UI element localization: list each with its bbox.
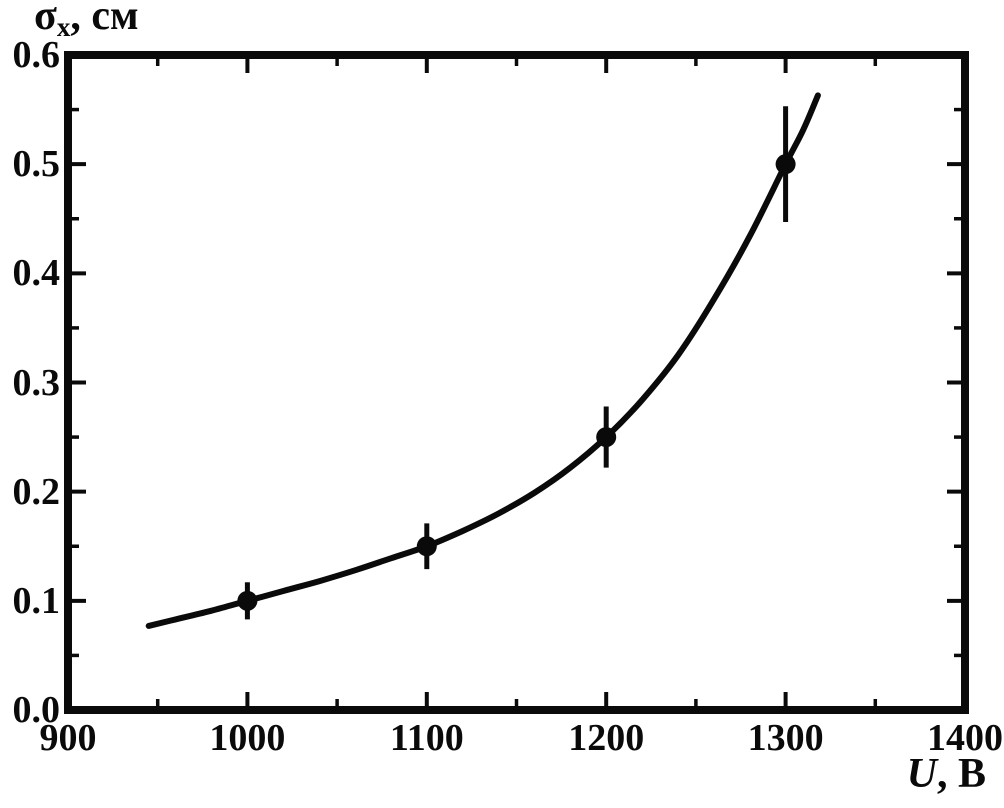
y-tick-label: 0.3 bbox=[12, 361, 61, 404]
x-tick-label: 1100 bbox=[389, 717, 464, 759]
data-point bbox=[416, 536, 437, 557]
y-tick-label: 0.0 bbox=[12, 689, 61, 731]
x-axis-title-symbol: U bbox=[906, 751, 937, 797]
data-point bbox=[596, 427, 617, 448]
y-tick-label: 0.2 bbox=[12, 470, 61, 513]
y-axis-title-unit: , см bbox=[70, 0, 139, 39]
x-tick-label: 1300 bbox=[747, 717, 824, 759]
y-tick-label: 0.4 bbox=[12, 252, 61, 295]
x-axis-title: U, В bbox=[907, 752, 986, 796]
y-axis-title-subscript: x bbox=[56, 12, 71, 42]
x-axis-title-unit: , В bbox=[936, 751, 986, 797]
data-point bbox=[237, 590, 258, 611]
x-tick-label: 900 bbox=[39, 717, 97, 759]
y-tick-label: 0.6 bbox=[12, 34, 61, 76]
y-axis-title: σx, см bbox=[34, 0, 139, 49]
x-tick-label: 1400 bbox=[927, 717, 1003, 759]
fit-curve bbox=[145, 92, 821, 629]
y-tick-label: 0.5 bbox=[12, 143, 61, 186]
data-point bbox=[775, 154, 796, 175]
x-tick-label: 1000 bbox=[209, 717, 286, 759]
x-tick-label: 1200 bbox=[568, 717, 645, 759]
y-tick-label: 0.1 bbox=[12, 579, 61, 622]
y-axis-title-symbol: σ bbox=[34, 0, 57, 39]
